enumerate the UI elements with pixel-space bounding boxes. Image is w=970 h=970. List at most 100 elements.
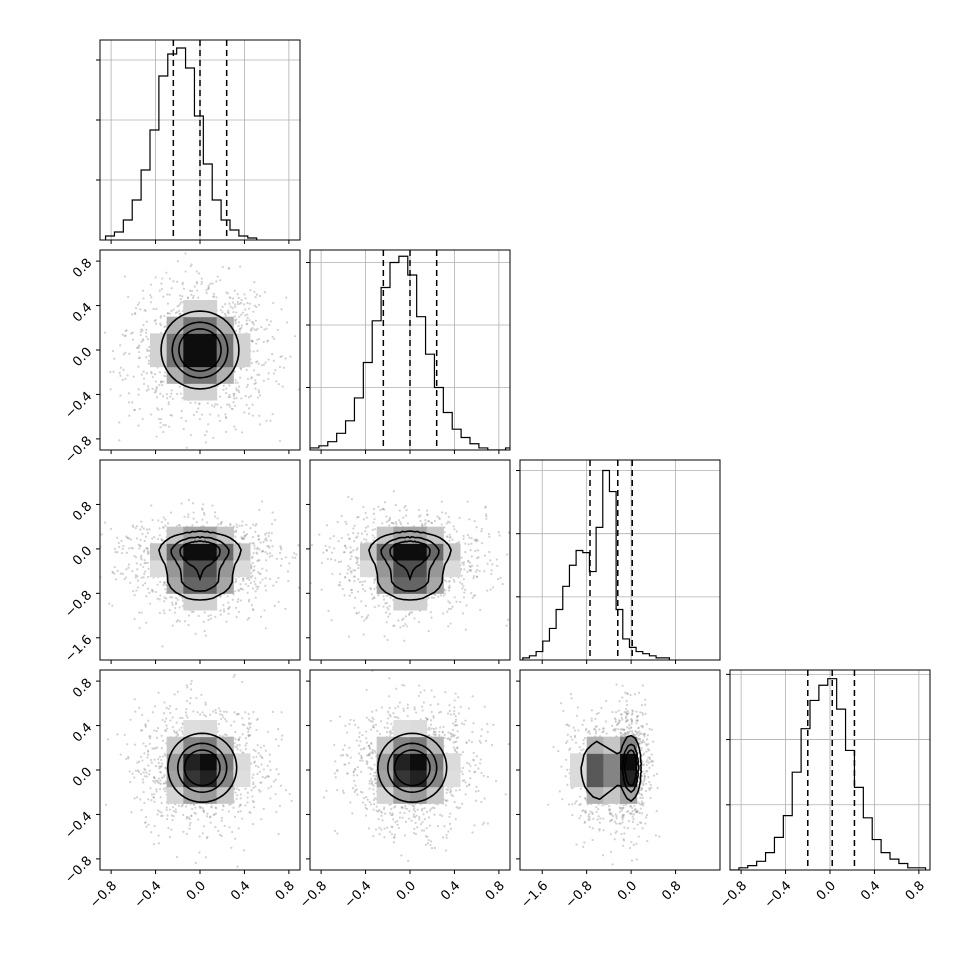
scatter-point bbox=[158, 289, 161, 292]
scatter-point bbox=[343, 544, 347, 547]
scatter-point bbox=[353, 540, 356, 543]
scatter-point bbox=[232, 310, 235, 314]
scatter-point bbox=[158, 782, 161, 785]
scatter-point bbox=[239, 803, 242, 807]
scatter-point bbox=[453, 734, 456, 737]
scatter-point bbox=[90, 573, 92, 575]
scatter-point bbox=[161, 395, 165, 398]
scatter-point bbox=[111, 604, 114, 607]
scatter-point bbox=[372, 724, 375, 727]
scatter-point bbox=[404, 820, 408, 823]
scatter-point bbox=[148, 769, 151, 772]
scatter-point bbox=[344, 763, 347, 766]
scatter-point bbox=[439, 726, 442, 729]
scatter-point bbox=[222, 805, 225, 808]
scatter-point bbox=[353, 569, 357, 572]
scatter-point bbox=[273, 604, 276, 607]
scatter-point bbox=[160, 538, 163, 542]
scatter-point bbox=[165, 706, 168, 709]
scatter-point bbox=[175, 601, 178, 604]
density-cell bbox=[216, 543, 234, 561]
scatter-point bbox=[190, 679, 193, 682]
scatter-point bbox=[119, 572, 123, 575]
scatter-point bbox=[247, 412, 251, 415]
scatter-point bbox=[268, 753, 271, 756]
scatter-point bbox=[162, 430, 165, 434]
scatter-point bbox=[253, 547, 256, 550]
scatter-point bbox=[179, 297, 183, 301]
scatter-point bbox=[219, 595, 222, 598]
scatter-point bbox=[322, 551, 325, 554]
scatter-point bbox=[135, 346, 139, 349]
scatter-point bbox=[169, 596, 172, 599]
scatter-point bbox=[123, 733, 126, 736]
scatter-point bbox=[468, 568, 471, 572]
scatter-point bbox=[446, 610, 449, 613]
scatter-point bbox=[162, 787, 166, 791]
scatter-point bbox=[178, 524, 181, 527]
scatter-point bbox=[162, 526, 165, 529]
scatter-point bbox=[338, 581, 342, 584]
scatter-point bbox=[130, 811, 133, 814]
scatter-point bbox=[159, 771, 163, 774]
scatter-point bbox=[176, 280, 179, 283]
scatter-point bbox=[150, 413, 153, 416]
scatter-point bbox=[330, 619, 333, 622]
scatter-point bbox=[89, 541, 91, 543]
scatter-point bbox=[195, 696, 198, 700]
scatter-point bbox=[402, 617, 405, 620]
scatter-point bbox=[469, 565, 472, 569]
scatter-point bbox=[130, 332, 133, 335]
scatter-point bbox=[145, 528, 149, 531]
scatter-point bbox=[361, 801, 365, 804]
scatter-point bbox=[249, 734, 252, 737]
scatter-point bbox=[177, 733, 180, 736]
scatter-point bbox=[194, 401, 197, 404]
scatter-point bbox=[140, 576, 143, 579]
scatter-point bbox=[218, 395, 222, 398]
scatter-point bbox=[225, 710, 228, 713]
scatter-point bbox=[158, 611, 162, 615]
scatter-point bbox=[203, 629, 206, 633]
scatter-point bbox=[368, 787, 371, 790]
scatter-point bbox=[371, 780, 374, 783]
scatter-point bbox=[325, 524, 329, 527]
scatter-point bbox=[191, 524, 194, 527]
scatter-point bbox=[242, 233, 244, 235]
scatter-point bbox=[216, 275, 219, 278]
scatter-point bbox=[158, 788, 162, 791]
scatter-point bbox=[316, 591, 318, 593]
scatter-point bbox=[383, 508, 386, 511]
scatter-point bbox=[247, 728, 250, 731]
density-cell bbox=[426, 560, 444, 578]
scatter-point bbox=[424, 521, 427, 525]
scatter-point bbox=[461, 582, 464, 586]
scatter-point bbox=[334, 559, 337, 562]
scatter-point bbox=[408, 612, 411, 615]
scatter-point bbox=[439, 710, 442, 714]
scatter-point bbox=[139, 528, 142, 531]
scatter-point bbox=[124, 334, 127, 337]
scatter-point bbox=[382, 808, 386, 811]
scatter-point bbox=[253, 760, 256, 763]
scatter-point bbox=[356, 547, 359, 550]
scatter-point bbox=[139, 556, 143, 559]
scatter-point bbox=[356, 535, 359, 538]
histogram-step bbox=[104, 47, 258, 240]
scatter-point bbox=[267, 358, 270, 361]
scatter-point bbox=[142, 576, 145, 579]
scatter-point bbox=[400, 854, 403, 857]
scatter-point bbox=[133, 776, 136, 779]
scatter-point bbox=[235, 311, 238, 314]
scatter-point bbox=[244, 744, 247, 747]
scatter-point bbox=[158, 598, 161, 601]
scatter-point bbox=[264, 538, 267, 541]
scatter-point bbox=[230, 846, 233, 849]
scatter-point bbox=[157, 761, 160, 764]
scatter-point bbox=[251, 340, 254, 343]
scatter-point bbox=[387, 519, 390, 522]
scatter-point bbox=[195, 410, 198, 413]
scatter-point bbox=[339, 573, 342, 576]
scatter-point bbox=[448, 580, 451, 583]
scatter-point bbox=[448, 584, 451, 587]
